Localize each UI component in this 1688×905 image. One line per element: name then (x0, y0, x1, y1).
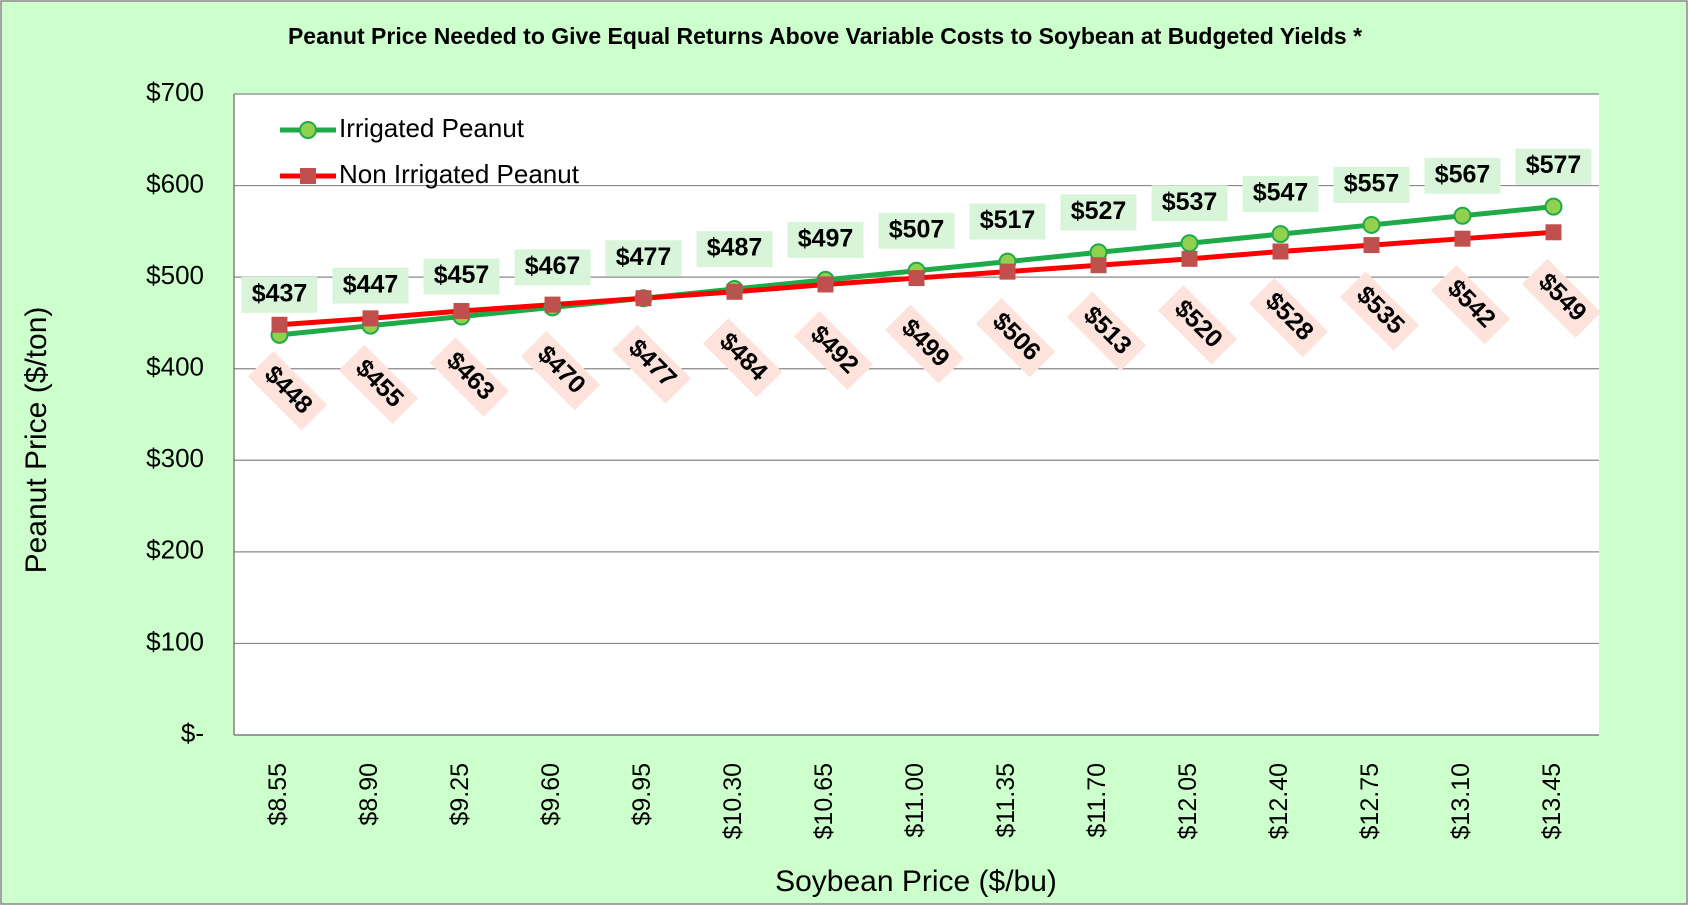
data-point (1544, 197, 1563, 216)
data-point (817, 276, 834, 293)
data-point (1272, 243, 1289, 260)
data-label: $567 (1435, 160, 1491, 188)
data-label-bg (1515, 148, 1592, 185)
x-tick-label: $8.90 (355, 763, 383, 826)
data-label-bg (1339, 271, 1420, 351)
legend-marker (299, 121, 317, 139)
data-label-bg (1521, 258, 1602, 338)
data-point (1090, 257, 1107, 274)
data-point (1181, 250, 1198, 267)
x-tick-label: $10.65 (810, 763, 838, 839)
data-label-bg (1248, 277, 1329, 358)
data-point (635, 290, 652, 307)
y-tick-label: $700 (146, 77, 204, 107)
data-label: $477 (616, 243, 672, 271)
x-tick-label: $8.55 (264, 763, 292, 826)
x-tick-label: $11.35 (992, 763, 1020, 838)
data-point (908, 270, 925, 287)
y-tick-label: $600 (146, 168, 204, 198)
data-label-bg (793, 310, 874, 391)
data-label: $457 (434, 261, 490, 289)
data-label: $487 (707, 234, 763, 262)
y-tick-label: $400 (146, 352, 204, 382)
data-point (362, 310, 379, 327)
data-label-bg (1157, 285, 1238, 365)
data-label: $507 (889, 215, 945, 243)
data-label: $517 (980, 206, 1036, 234)
x-tick-label: $11.00 (901, 763, 929, 838)
data-label-bg (429, 337, 510, 417)
data-label-bg (247, 351, 328, 431)
data-label-bg (241, 276, 318, 313)
data-point (1545, 224, 1562, 241)
data-label-bg (332, 267, 409, 304)
x-tick-label: $12.75 (1356, 763, 1384, 839)
data-label-bg (1242, 176, 1319, 213)
data-label-bg (702, 318, 783, 398)
data-label-bg (1424, 157, 1501, 194)
data-point (453, 303, 470, 320)
data-label: $437 (252, 279, 308, 307)
y-tick-label: $100 (146, 626, 204, 656)
data-label-bg (605, 240, 682, 277)
y-tick-label: $300 (146, 443, 204, 473)
data-label: $547 (1253, 179, 1309, 207)
data-label-bg (787, 221, 864, 258)
x-tick-label: $9.25 (446, 763, 474, 826)
data-label-bg (696, 231, 773, 268)
x-tick-label: $13.10 (1447, 763, 1475, 839)
y-axis-label: Peanut Price ($/ton) (20, 307, 53, 574)
data-point (1180, 234, 1199, 253)
data-label: $447 (343, 270, 399, 298)
data-label: $537 (1162, 188, 1218, 216)
data-label-bg (884, 304, 965, 384)
data-label-bg (878, 212, 955, 249)
data-point (271, 316, 288, 333)
x-axis-label: Soybean Price ($/bu) (775, 865, 1057, 898)
x-tick-label: $9.60 (537, 763, 565, 826)
legend-label: Irrigated Peanut (339, 113, 525, 143)
y-tick-label: $- (181, 718, 204, 748)
data-point (726, 283, 743, 300)
y-tick-label: $200 (146, 535, 204, 565)
data-label: $557 (1344, 170, 1400, 198)
data-label-bg (1151, 185, 1228, 222)
data-point (1363, 237, 1380, 254)
data-label-bg (975, 298, 1056, 378)
x-tick-label: $11.70 (1083, 763, 1111, 838)
data-label-bg (514, 249, 591, 286)
data-label-bg (1430, 265, 1511, 345)
data-point (1453, 206, 1472, 225)
data-point (999, 263, 1016, 280)
data-label-bg (338, 344, 419, 424)
legend-label: Non Irrigated Peanut (339, 159, 580, 189)
data-label: $577 (1526, 151, 1582, 179)
data-label-bg (1066, 291, 1147, 371)
data-label-bg (1060, 194, 1137, 231)
legend-marker (300, 168, 316, 184)
data-label: $527 (1071, 197, 1127, 225)
data-label-bg (423, 258, 500, 295)
x-tick-label: $13.45 (1538, 763, 1566, 839)
data-label: $467 (525, 252, 581, 280)
data-point (1271, 225, 1290, 244)
data-label-bg (611, 324, 692, 404)
y-tick-label: $500 (146, 260, 204, 290)
x-tick-label: $12.40 (1265, 763, 1293, 839)
data-label: $497 (798, 224, 854, 252)
data-label-bg (1333, 166, 1410, 203)
chart-title: Peanut Price Needed to Give Equal Return… (288, 23, 1362, 49)
data-point (1454, 230, 1471, 247)
x-tick-label: $10.30 (719, 763, 747, 839)
data-point (1362, 215, 1381, 234)
data-label-bg (969, 203, 1046, 240)
x-tick-label: $12.05 (1174, 763, 1202, 839)
x-tick-label: $9.95 (628, 763, 656, 826)
data-label-bg (520, 331, 601, 411)
data-point (544, 296, 561, 313)
